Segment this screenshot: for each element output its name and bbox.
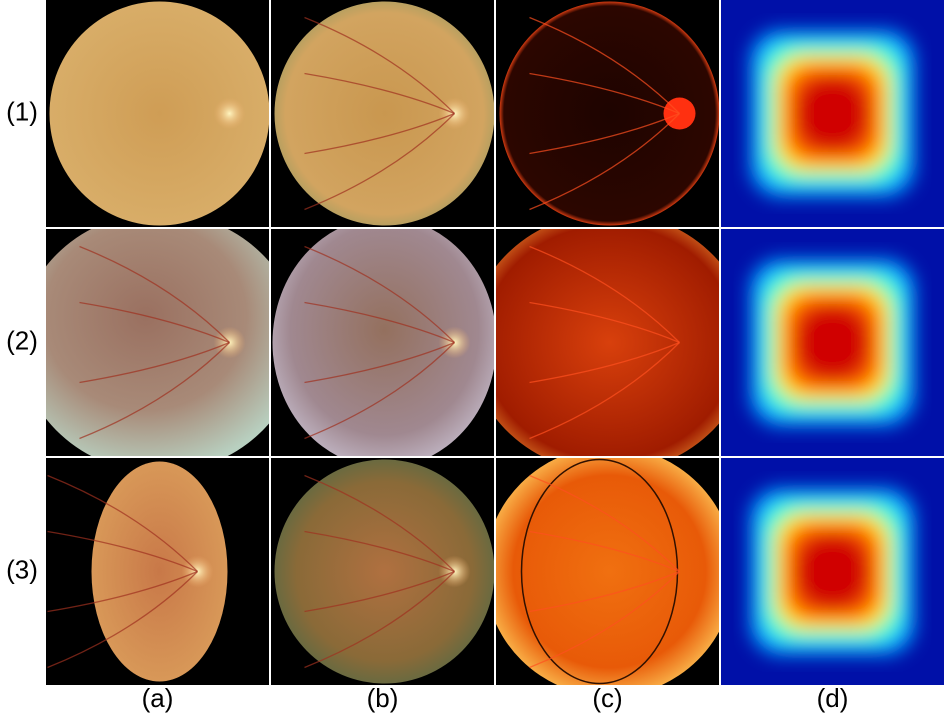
image	[46, 229, 269, 456]
vessel	[304, 72, 455, 115]
vessel	[304, 16, 455, 114]
vessel	[304, 474, 455, 572]
fundus	[49, 1, 269, 226]
vessel	[529, 113, 680, 211]
vessel	[529, 570, 680, 613]
heatmap	[750, 30, 915, 197]
fundus	[91, 461, 228, 682]
vessel	[47, 571, 198, 669]
vessel	[304, 530, 455, 573]
vessel	[529, 16, 680, 114]
row-label: (3)	[6, 554, 38, 584]
vessel	[79, 342, 230, 440]
heat-level	[796, 534, 869, 609]
row-label: (1)	[6, 96, 38, 126]
image	[271, 458, 494, 685]
vessel	[47, 474, 198, 572]
vessel	[529, 342, 680, 440]
vessel	[529, 530, 680, 573]
vessel	[529, 571, 680, 669]
vessel	[529, 474, 680, 572]
image	[496, 0, 719, 227]
vessel	[529, 72, 680, 115]
vessel	[79, 301, 230, 344]
image-grid	[46, 0, 944, 685]
optic-disc	[213, 97, 246, 130]
heatmap	[750, 488, 915, 655]
vessel	[304, 113, 455, 211]
image	[271, 229, 494, 456]
fundus	[272, 229, 494, 456]
vessel	[47, 570, 198, 613]
fundus	[274, 1, 494, 226]
image	[721, 0, 944, 227]
vessel	[529, 245, 680, 343]
column-label: (d)	[817, 683, 849, 713]
image	[496, 229, 719, 456]
image	[46, 458, 269, 685]
row-label: (2)	[6, 325, 38, 355]
fundus-outline	[520, 458, 679, 685]
heat-level	[796, 305, 869, 380]
vessel	[304, 301, 455, 344]
vessel	[47, 530, 198, 573]
vessel	[304, 570, 455, 613]
column-label: (a)	[142, 683, 174, 713]
heat-level	[796, 76, 869, 151]
image	[721, 458, 944, 685]
heatmap	[750, 259, 915, 426]
fundus	[496, 458, 719, 685]
vessel	[79, 341, 230, 384]
fundus	[274, 459, 494, 684]
fundus	[499, 1, 719, 226]
vessel	[529, 112, 680, 155]
vessel	[304, 245, 455, 343]
image	[496, 458, 719, 685]
image	[46, 0, 269, 227]
column-label: (c)	[592, 683, 622, 713]
vessel	[529, 341, 680, 384]
vessel	[304, 571, 455, 669]
fundus	[46, 229, 269, 456]
fundus	[496, 229, 719, 456]
vessel	[529, 301, 680, 344]
image	[721, 229, 944, 456]
vessel	[304, 112, 455, 155]
image	[271, 0, 494, 227]
vessel	[304, 341, 455, 384]
column-label: (b)	[367, 683, 399, 713]
vessel	[304, 342, 455, 440]
vessel	[79, 245, 230, 343]
